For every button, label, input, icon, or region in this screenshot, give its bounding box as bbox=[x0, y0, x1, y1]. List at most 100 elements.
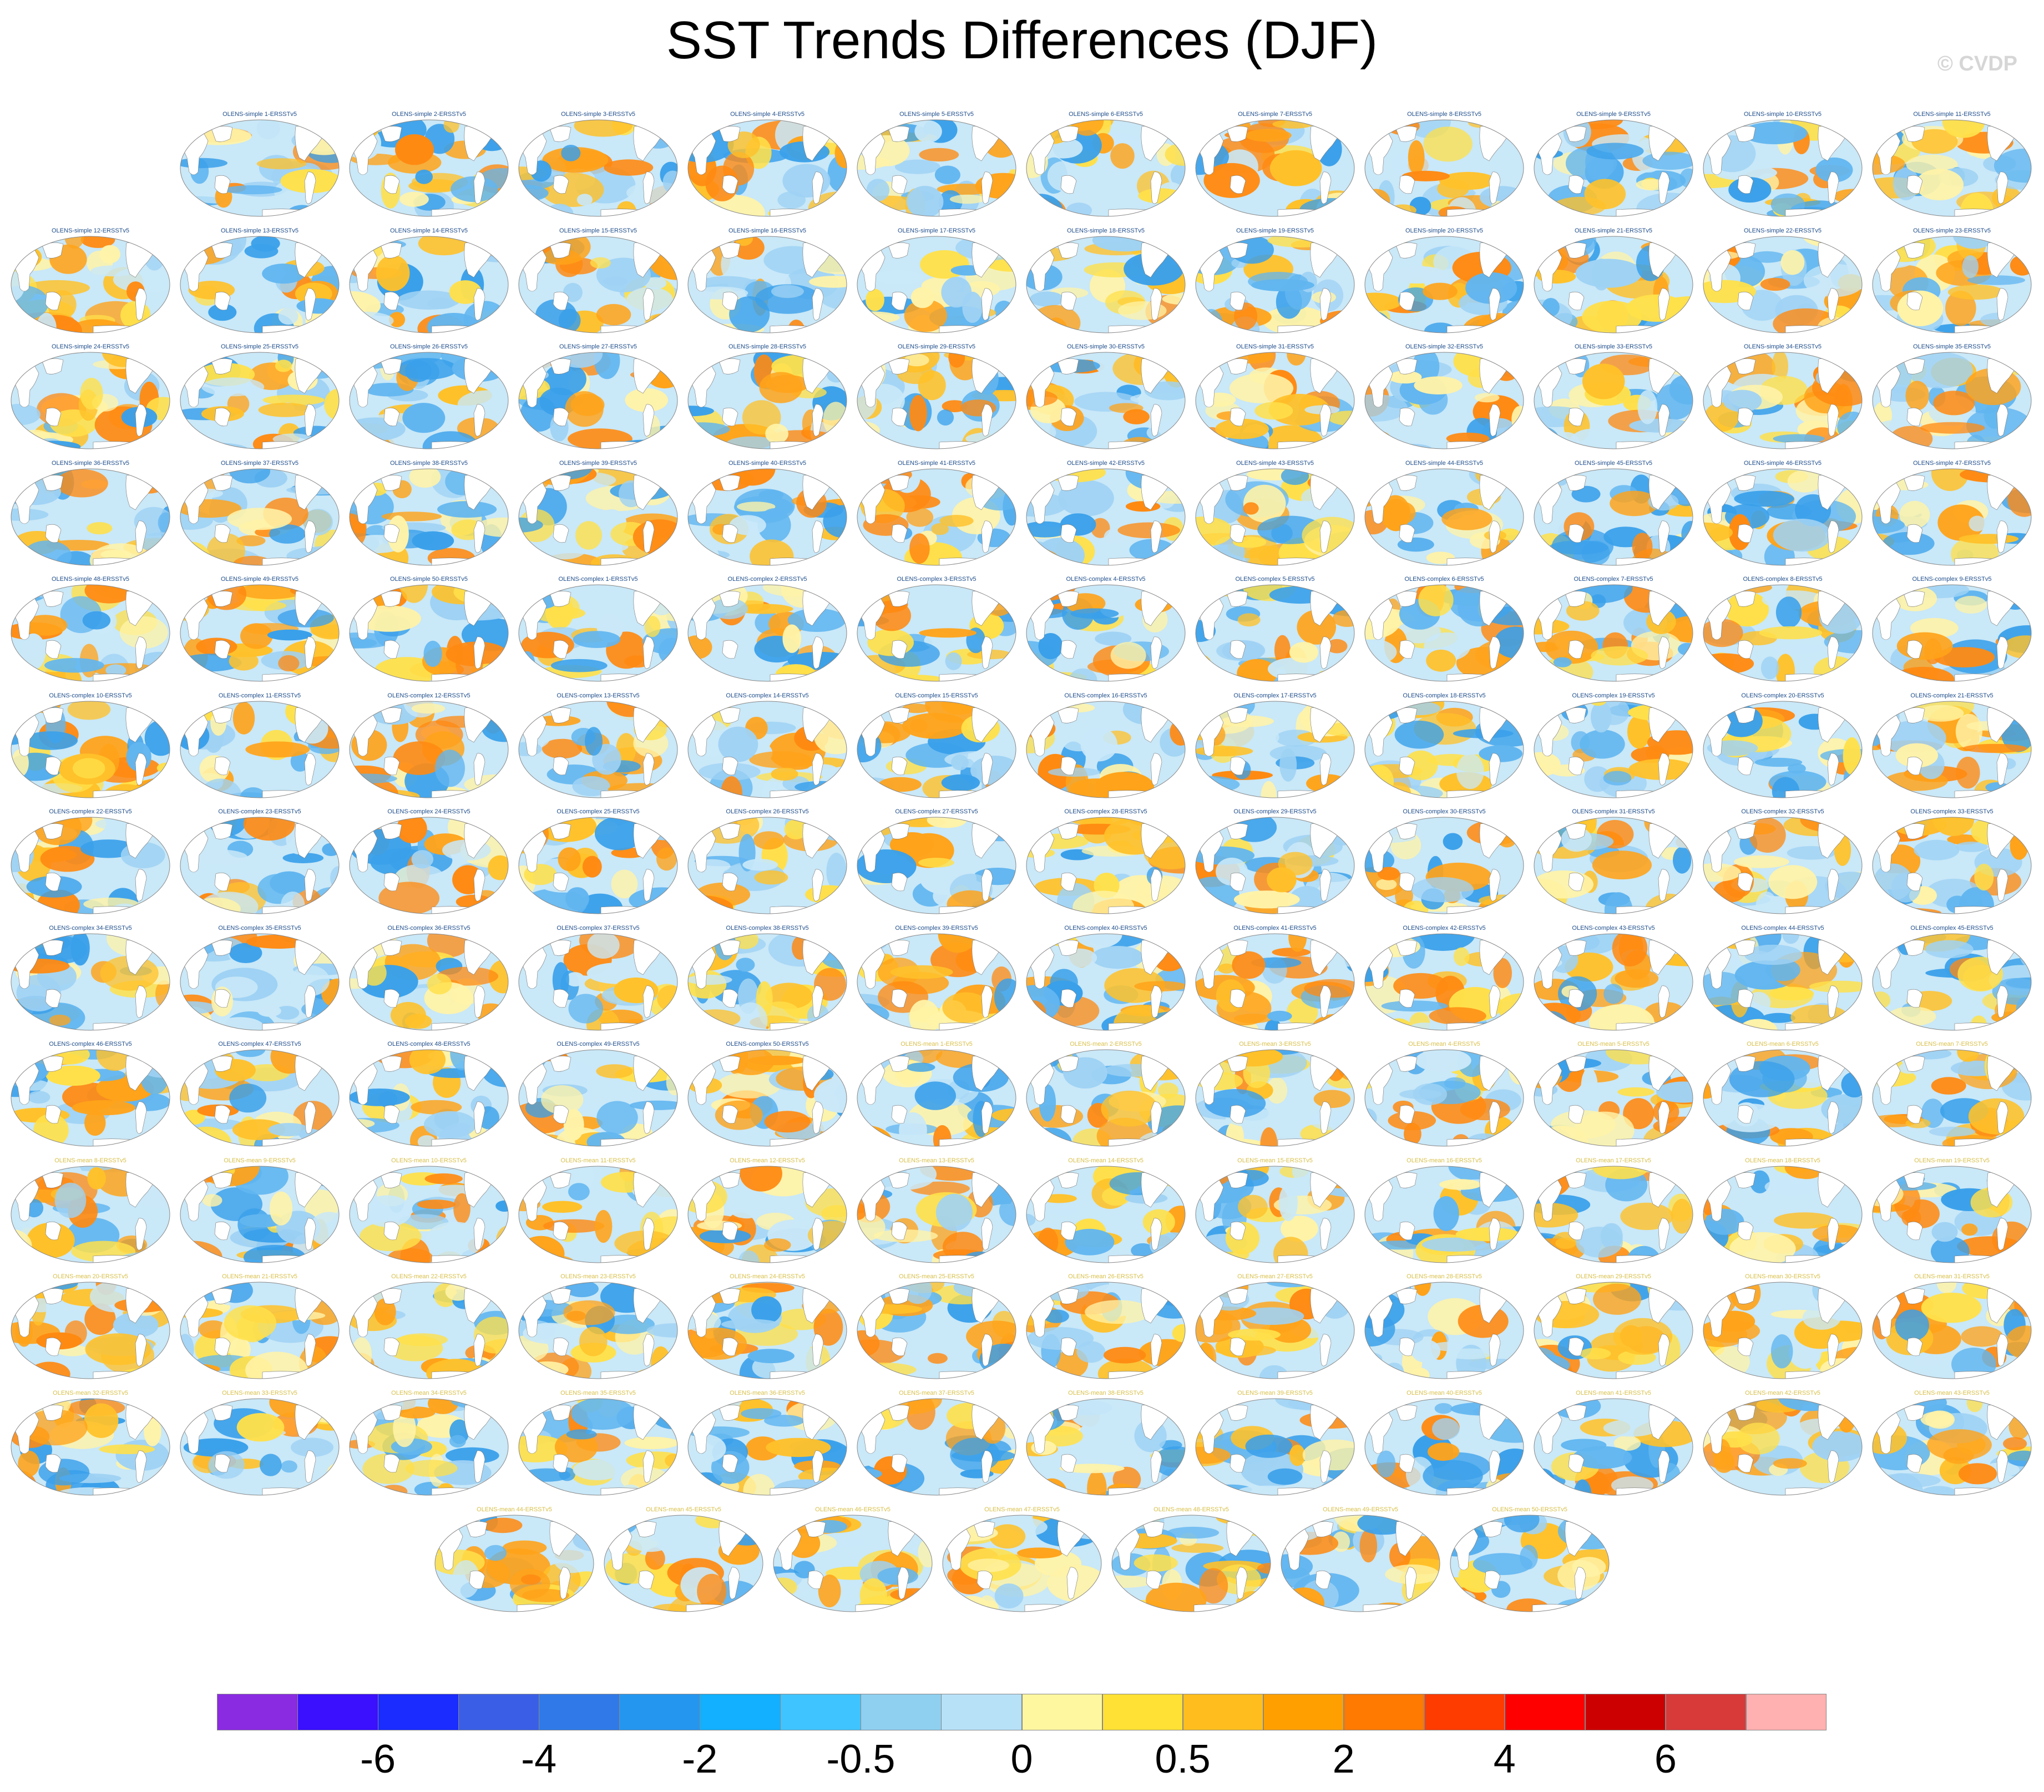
map-panel: OLENS-mean 44-ERSSTv5 bbox=[434, 1506, 595, 1613]
map-grid: OLENS-simple 1-ERSSTv5 OLENS-simple 2-ERS… bbox=[10, 111, 2032, 1613]
map-panel: OLENS-complex 42-ERSSTv5 bbox=[1364, 925, 1525, 1031]
sst-trend-map bbox=[1364, 352, 1524, 449]
map-panel-title: OLENS-mean 16-ERSSTv5 bbox=[1406, 1157, 1482, 1164]
sst-trend-map bbox=[180, 236, 340, 333]
map-panel-title: OLENS-mean 4-ERSSTv5 bbox=[1408, 1041, 1480, 1047]
map-panel-title: OLENS-simple 4-ERSSTv5 bbox=[730, 111, 805, 118]
map-panel: OLENS-mean 29-ERSSTv5 bbox=[1533, 1273, 1694, 1380]
map-panel-title: OLENS-mean 11-ERSSTv5 bbox=[560, 1157, 636, 1164]
map-panel: OLENS-simple 38-ERSSTv5 bbox=[348, 460, 509, 566]
sst-trend-map bbox=[1872, 817, 2032, 914]
sst-trend-map bbox=[857, 468, 1016, 565]
map-panel: OLENS-complex 38-ERSSTv5 bbox=[687, 925, 848, 1031]
map-panel: OLENS-simple 39-ERSSTv5 bbox=[518, 460, 679, 566]
map-panel: OLENS-simple 3-ERSSTv5 bbox=[518, 111, 679, 217]
sst-trend-map bbox=[1195, 1282, 1355, 1379]
map-panel: OLENS-mean 6-ERSSTv5 bbox=[1702, 1041, 1863, 1147]
map-panel-title: OLENS-complex 31-ERSSTv5 bbox=[1572, 808, 1655, 815]
map-panel-title: OLENS-mean 14-ERSSTv5 bbox=[1068, 1157, 1144, 1164]
sst-trend-map bbox=[857, 119, 1016, 217]
map-panel: OLENS-mean 12-ERSSTv5 bbox=[687, 1157, 848, 1264]
sst-trend-map bbox=[349, 1166, 509, 1263]
sst-trend-map bbox=[773, 1515, 933, 1612]
map-panel: OLENS-complex 27-ERSSTv5 bbox=[856, 808, 1017, 915]
map-panel-title: OLENS-simple 25-ERSSTv5 bbox=[221, 343, 298, 350]
map-panel: OLENS-complex 9-ERSSTv5 bbox=[1871, 576, 2032, 682]
map-panel: OLENS-simple 5-ERSSTv5 bbox=[856, 111, 1017, 217]
sst-trend-map bbox=[1872, 468, 2032, 565]
map-panel: OLENS-complex 18-ERSSTv5 bbox=[1364, 692, 1525, 799]
map-panel: OLENS-simple 34-ERSSTv5 bbox=[1702, 343, 1863, 450]
sst-trend-map bbox=[1534, 468, 1693, 565]
sst-trend-map bbox=[1026, 1049, 1186, 1147]
map-panel-title: OLENS-complex 4-ERSSTv5 bbox=[1066, 576, 1146, 583]
map-panel-title: OLENS-simple 45-ERSSTv5 bbox=[1575, 459, 1652, 467]
map-panel-title: OLENS-simple 27-ERSSTv5 bbox=[559, 343, 637, 350]
map-panel-title: OLENS-mean 24-ERSSTv5 bbox=[730, 1273, 805, 1280]
map-panel: OLENS-simple 29-ERSSTv5 bbox=[856, 343, 1017, 450]
map-panel-title: OLENS-simple 48-ERSSTv5 bbox=[52, 576, 129, 583]
map-panel: OLENS-complex 2-ERSSTv5 bbox=[687, 576, 848, 682]
sst-trend-map bbox=[687, 468, 847, 565]
sst-trend-map bbox=[1195, 584, 1355, 682]
sst-trend-map bbox=[604, 1515, 763, 1612]
map-panel: OLENS-complex 5-ERSSTv5 bbox=[1195, 576, 1355, 682]
map-panel: OLENS-complex 4-ERSSTv5 bbox=[1025, 576, 1186, 682]
sst-trend-map bbox=[1364, 1166, 1524, 1263]
map-panel-title: OLENS-complex 42-ERSSTv5 bbox=[1403, 924, 1486, 932]
sst-trend-map bbox=[1703, 352, 1863, 449]
map-panel: OLENS-simple 2-ERSSTv5 bbox=[348, 111, 509, 217]
colorbar-tick-label: -2 bbox=[682, 1737, 718, 1781]
sst-trend-map bbox=[518, 1282, 678, 1379]
map-panel-title: OLENS-mean 40-ERSSTv5 bbox=[1406, 1389, 1482, 1396]
map-panel: OLENS-mean 34-ERSSTv5 bbox=[348, 1390, 509, 1496]
sst-trend-map bbox=[349, 119, 509, 217]
sst-trend-map bbox=[11, 1166, 170, 1263]
map-panel-title: OLENS-simple 31-ERSSTv5 bbox=[1236, 343, 1314, 350]
map-panel: OLENS-simple 19-ERSSTv5 bbox=[1195, 227, 1355, 334]
map-panel: OLENS-simple 48-ERSSTv5 bbox=[10, 576, 171, 682]
sst-trend-map bbox=[857, 236, 1016, 333]
map-panel-title: OLENS-mean 29-ERSSTv5 bbox=[1576, 1273, 1651, 1280]
map-panel-title: OLENS-mean 22-ERSSTv5 bbox=[391, 1273, 467, 1280]
sst-trend-map bbox=[180, 1049, 340, 1147]
map-panel-title: OLENS-complex 8-ERSSTv5 bbox=[1743, 576, 1823, 583]
sst-trend-map bbox=[1364, 1398, 1524, 1495]
map-panel-title: OLENS-complex 48-ERSSTv5 bbox=[387, 1041, 470, 1047]
map-panel: OLENS-simple 47-ERSSTv5 bbox=[1871, 460, 2032, 566]
sst-trend-map bbox=[1703, 584, 1863, 682]
sst-trend-map bbox=[687, 584, 847, 682]
map-panel-title: OLENS-mean 48-ERSSTv5 bbox=[1153, 1506, 1229, 1513]
sst-trend-map bbox=[1195, 119, 1355, 217]
map-panel-title: OLENS-complex 47-ERSSTv5 bbox=[218, 1041, 301, 1047]
sst-trend-map bbox=[1534, 584, 1693, 682]
sst-trend-map bbox=[1534, 1166, 1693, 1263]
sst-trend-map bbox=[1703, 933, 1863, 1030]
map-panel: OLENS-simple 49-ERSSTv5 bbox=[179, 576, 340, 682]
sst-trend-map bbox=[1703, 1166, 1863, 1263]
map-panel: OLENS-complex 36-ERSSTv5 bbox=[348, 925, 509, 1031]
map-panel-title: OLENS-complex 49-ERSSTv5 bbox=[556, 1041, 640, 1047]
map-panel-title: OLENS-complex 19-ERSSTv5 bbox=[1572, 692, 1655, 699]
map-panel: OLENS-mean 47-ERSSTv5 bbox=[942, 1506, 1102, 1613]
sst-trend-map bbox=[1195, 236, 1355, 333]
map-panel-title: OLENS-complex 34-ERSSTv5 bbox=[49, 924, 132, 932]
map-panel: OLENS-complex 15-ERSSTv5 bbox=[856, 692, 1017, 799]
sst-trend-map bbox=[1872, 933, 2032, 1030]
map-panel: OLENS-mean 22-ERSSTv5 bbox=[348, 1273, 509, 1380]
map-panel: OLENS-mean 16-ERSSTv5 bbox=[1364, 1157, 1525, 1264]
map-panel-title: OLENS-simple 10-ERSSTv5 bbox=[1744, 111, 1822, 118]
colorbar-swatch bbox=[1746, 1694, 1827, 1730]
map-panel: OLENS-complex 33-ERSSTv5 bbox=[1871, 808, 2032, 915]
map-panel-title: OLENS-mean 43-ERSSTv5 bbox=[1914, 1389, 1990, 1396]
map-panel-title: OLENS-mean 19-ERSSTv5 bbox=[1914, 1157, 1990, 1164]
map-panel: OLENS-mean 37-ERSSTv5 bbox=[856, 1390, 1017, 1496]
colorbar-swatch bbox=[1665, 1694, 1747, 1730]
map-panel-title: OLENS-mean 37-ERSSTv5 bbox=[899, 1389, 974, 1396]
map-panel-title: OLENS-mean 13-ERSSTv5 bbox=[899, 1157, 974, 1164]
sst-trend-map bbox=[518, 468, 678, 565]
sst-trend-map bbox=[1872, 119, 2032, 217]
map-panel: OLENS-simple 25-ERSSTv5 bbox=[179, 343, 340, 450]
map-panel-title: OLENS-mean 12-ERSSTv5 bbox=[730, 1157, 805, 1164]
sst-trend-map bbox=[857, 584, 1016, 682]
